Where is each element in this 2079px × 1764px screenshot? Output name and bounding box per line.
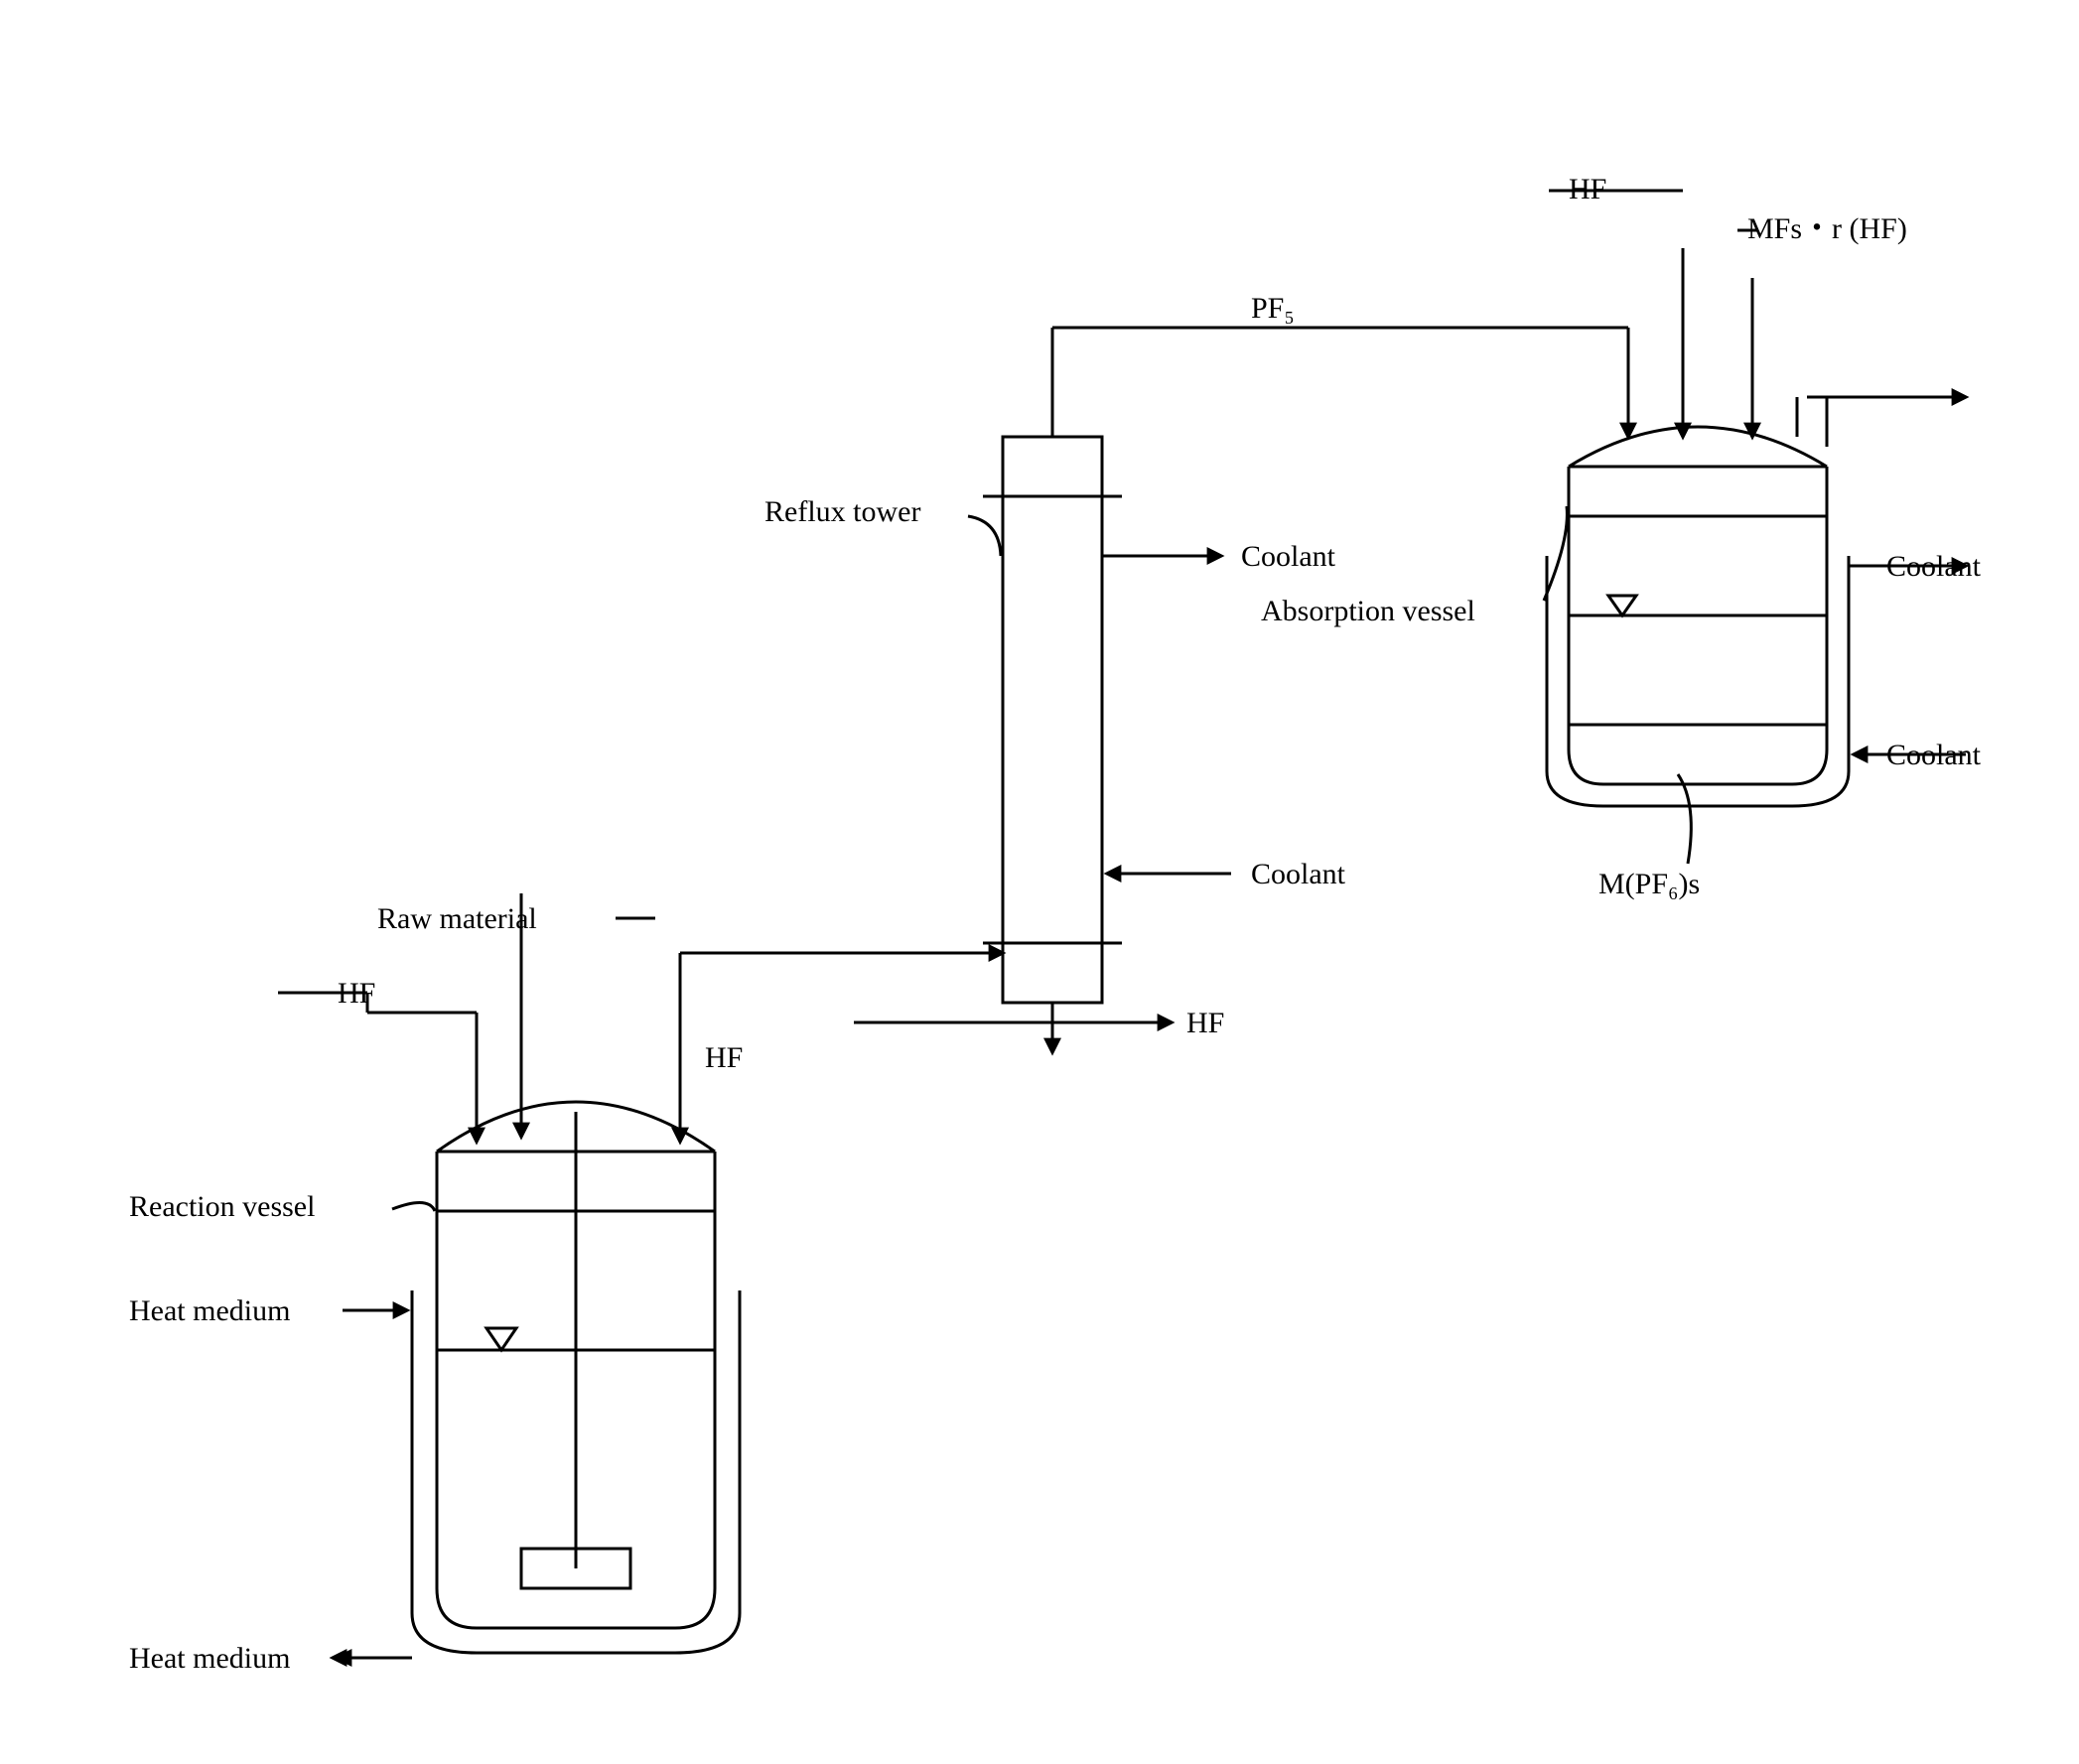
absorption-vessel-body (1569, 467, 1827, 784)
liquid-level-icon (1608, 596, 1636, 615)
mpf6s-label: M(PF₆)s (1598, 868, 1700, 900)
raw-material-label: Raw material (377, 902, 537, 935)
liquid-level-icon (486, 1328, 516, 1350)
reaction-vessel-pointer (392, 1202, 435, 1211)
mpf6s-pointer (1678, 774, 1691, 864)
absorption-vessel-label: Absorption vessel (1261, 595, 1475, 627)
hf-label-2: HF (705, 1041, 743, 1074)
reflux-tower-label: Reflux tower (764, 495, 920, 528)
reflux-tower (1003, 437, 1102, 1003)
heat-medium-out-label: Heat medium (129, 1642, 290, 1675)
coolant-label-3: Coolant (1886, 550, 1982, 583)
absorption-vessel-jacket (1547, 556, 1849, 806)
coolant-label-4: Coolant (1886, 739, 1982, 771)
absorption-vessel-dome (1569, 427, 1827, 467)
heat-medium-in-label: Heat medium (129, 1294, 290, 1327)
reflux-tower-pointer (968, 516, 1001, 556)
pf5-label: PF₅ (1251, 292, 1295, 325)
reaction-vessel-label: Reaction vessel (129, 1190, 315, 1223)
coolant-label-2: Coolant (1251, 858, 1346, 890)
coolant-label: Coolant (1241, 540, 1336, 573)
mfs-rhf-label: MFs・r (HF) (1747, 212, 1907, 245)
hf-out-label: HF (1186, 1007, 1224, 1039)
